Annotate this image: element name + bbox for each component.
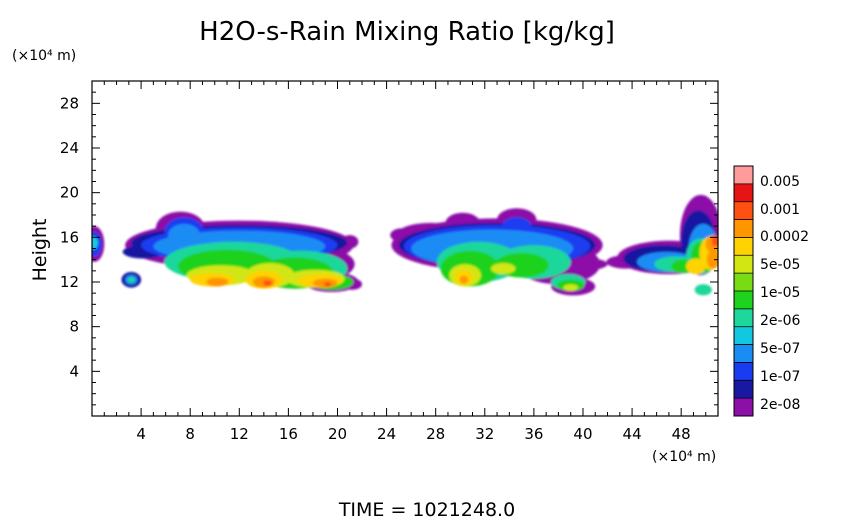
colorbar-label: 2e-08 bbox=[760, 397, 800, 413]
x-tick-label: 36 bbox=[524, 425, 543, 443]
contour-region bbox=[686, 258, 706, 275]
colorbar-swatch bbox=[734, 362, 753, 381]
colorbar-swatch bbox=[734, 237, 753, 256]
colorbar-swatch bbox=[734, 398, 753, 416]
contour-region bbox=[490, 263, 516, 275]
x-tick-label: 12 bbox=[230, 425, 249, 443]
contour-region bbox=[711, 235, 718, 247]
x-tick-label: 48 bbox=[672, 425, 691, 443]
colorbar-swatch bbox=[734, 255, 753, 274]
colorbar-swatch bbox=[734, 166, 753, 184]
x-tick-label: 8 bbox=[185, 425, 195, 443]
contour-region bbox=[570, 258, 608, 270]
colorbar-label: 1e-07 bbox=[760, 369, 800, 385]
y-axis-label: Height bbox=[29, 219, 51, 282]
colorbar-label: 5e-07 bbox=[760, 341, 800, 357]
y-tick-label: 12 bbox=[60, 273, 79, 291]
colorbar-label: 0.0002 bbox=[760, 229, 809, 245]
colorbar-swatch bbox=[734, 201, 753, 220]
contour-region bbox=[459, 275, 469, 284]
x-tick-label: 32 bbox=[475, 425, 494, 443]
y-tick-label: 28 bbox=[60, 94, 79, 112]
contour-region bbox=[206, 277, 229, 287]
colorbar-swatch bbox=[734, 308, 753, 327]
x-tick-label: 28 bbox=[426, 425, 445, 443]
colorbar: 0.005 0.001 0.0002 5e-05 1e-05 2e-06 5e-07 1e-0… bbox=[733, 165, 809, 417]
x-tick-label: 4 bbox=[136, 425, 146, 443]
x-tick-label: 16 bbox=[279, 425, 298, 443]
colorbar-swatch bbox=[734, 291, 753, 309]
colorbar-label: 0.001 bbox=[760, 202, 800, 218]
contour-region bbox=[263, 280, 272, 286]
colorbar-label: 2e-06 bbox=[760, 313, 800, 329]
y-tick-label: 4 bbox=[69, 362, 79, 380]
y-tick-label: 24 bbox=[60, 139, 79, 157]
contour-region bbox=[323, 282, 332, 287]
colorbar-swatch bbox=[734, 344, 753, 363]
y-axis: 4 8 12 16 20 24 28 bbox=[60, 91, 718, 406]
x-tick-label: 40 bbox=[573, 425, 592, 443]
contour-region bbox=[694, 284, 712, 296]
colorbar-label: 1e-05 bbox=[760, 285, 800, 301]
contour-region bbox=[92, 236, 99, 250]
contour-region bbox=[706, 250, 718, 269]
y-unit-label: (×10⁴ m) bbox=[12, 48, 76, 64]
x-axis: 4 8 12 16 20 24 28 32 36 40 44 48 bbox=[103, 81, 707, 443]
x-tick-label: 20 bbox=[328, 425, 347, 443]
colorbar-swatch bbox=[734, 380, 753, 399]
x-tick-label: 24 bbox=[377, 425, 396, 443]
colorbar-label: 5e-05 bbox=[760, 257, 800, 273]
y-tick-label: 8 bbox=[69, 318, 79, 336]
x-tick-label: 44 bbox=[623, 425, 642, 443]
colorbar-swatch bbox=[734, 273, 753, 291]
y-tick-label: 20 bbox=[60, 184, 79, 202]
y-tick-label: 16 bbox=[60, 228, 79, 246]
contour-region bbox=[127, 276, 135, 283]
time-label: TIME = 1021248.0 bbox=[338, 499, 515, 519]
colorbar-frame bbox=[733, 165, 754, 417]
contour-region bbox=[168, 223, 201, 247]
colorbar-label: 0.005 bbox=[760, 174, 800, 190]
plot-area bbox=[92, 194, 718, 296]
x-unit-label: (×10⁴ m) bbox=[652, 449, 716, 465]
colorbar-swatch bbox=[734, 183, 753, 202]
chart-title: H2O-s-Rain Mixing Ratio [kg/kg] bbox=[199, 17, 615, 47]
colorbar-swatch bbox=[734, 326, 753, 345]
colorbar-swatch bbox=[734, 219, 753, 238]
contour-region bbox=[563, 284, 579, 291]
